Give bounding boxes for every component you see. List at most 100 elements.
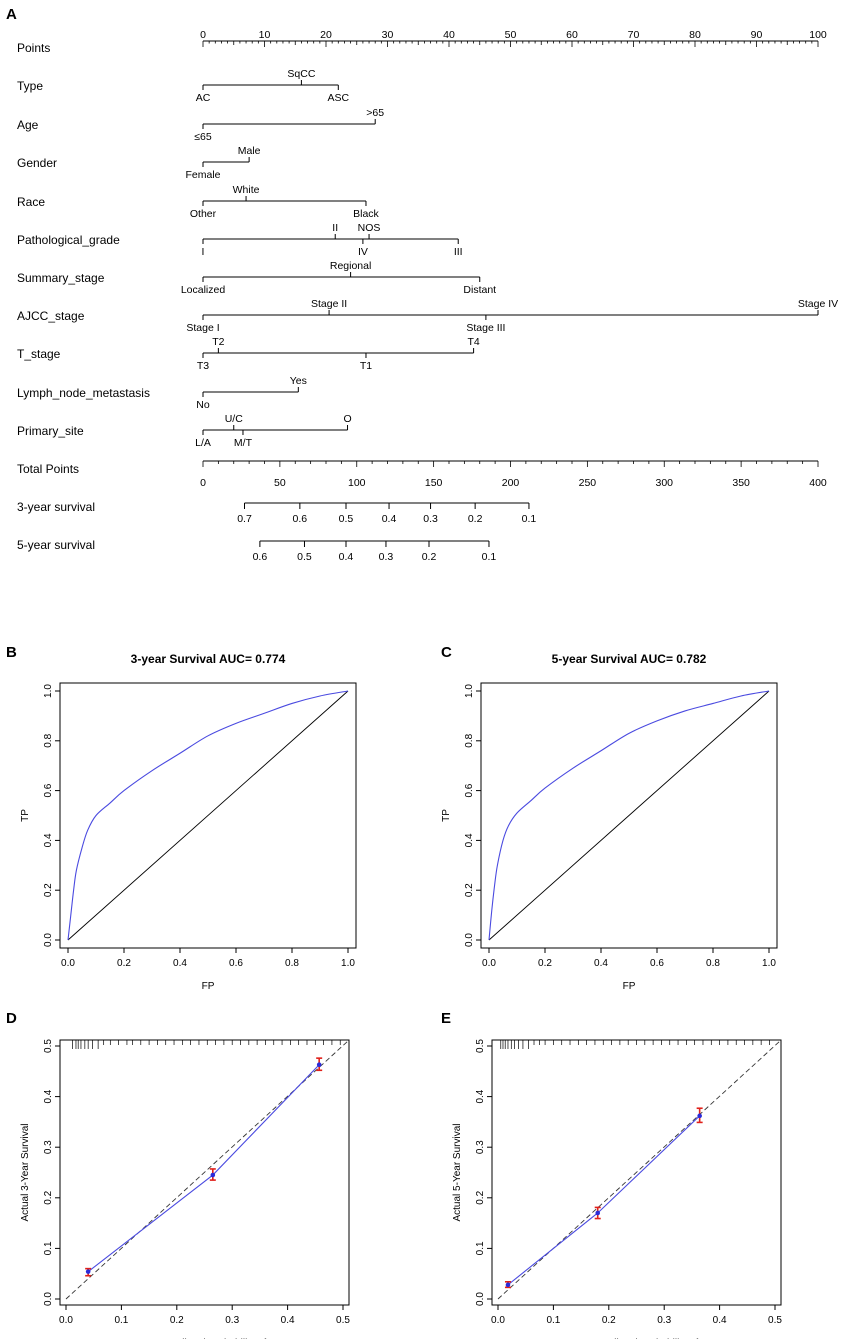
reference-diagonal-line: [67, 690, 349, 941]
roc-chart-5-year: 5-year Survival AUC= 0.782 0.0 0.2 0.4 0.6 0.…: [441, 652, 778, 992]
survival-axis-tick-label: 0.2: [468, 513, 483, 525]
x-tick-label: 0.1: [114, 1315, 128, 1326]
y-tick-label: 0.4: [464, 833, 475, 847]
y-tick-label: 0.3: [475, 1140, 486, 1154]
y-tick-label: 1.0: [464, 684, 475, 698]
calibration-chart-5-year: 0.00.10.20.30.40.50.00.10.20.30.40.5Nomo…: [452, 1039, 782, 1339]
reference-diagonal-line: [488, 690, 770, 941]
x-tick-label: 0.5: [768, 1315, 782, 1326]
variable-label: AJCC_stage: [17, 309, 85, 323]
variable-level-label: Yes: [290, 375, 307, 387]
panel-label-b: B: [6, 644, 17, 661]
plot-frame: [59, 1039, 350, 1306]
variable-level-label: Black: [353, 208, 379, 220]
total-points-tick-label: 200: [502, 477, 520, 489]
points-axis-tick-label: 90: [751, 29, 763, 41]
variable-level-label: Other: [190, 208, 217, 220]
total-points-tick-label: 300: [655, 477, 673, 489]
x-tick-label: 0.0: [61, 958, 75, 969]
points-axis-tick-label: 80: [689, 29, 701, 41]
x-tick-label: 0.3: [225, 1315, 239, 1326]
y-tick-label: 0.0: [43, 933, 54, 947]
x-tick-label: 0.2: [538, 958, 552, 969]
x-tick-label: 0.3: [657, 1315, 671, 1326]
x-tick-label: 0.2: [602, 1315, 616, 1326]
x-tick-label: 1.0: [341, 958, 355, 969]
total-points-tick-label: 100: [348, 477, 366, 489]
x-tick-label: 1.0: [762, 958, 776, 969]
x-tick-label: 0.6: [229, 958, 243, 969]
variable-level-label: L/A: [195, 437, 211, 449]
variable-label: Pathological_grade: [17, 233, 120, 247]
variable-level-label: Stage III: [466, 322, 505, 334]
total-points-tick-label: 250: [579, 477, 597, 489]
panel-label-c: C: [441, 644, 452, 661]
variable-level-label: Localized: [181, 284, 226, 296]
variable-level-label: AC: [196, 92, 211, 104]
survival-axis-tick-label: 0.6: [293, 513, 308, 525]
variable-level-label: IV: [358, 246, 368, 258]
survival-axis-tick-label: 0.4: [339, 551, 354, 563]
x-tick-label: 0.4: [594, 958, 608, 969]
variable-level-label: Male: [238, 145, 261, 157]
variable-label: Lymph_node_metastasis: [17, 386, 150, 400]
variable-level-label: SqCC: [287, 68, 315, 80]
variable-level-label: >65: [366, 107, 384, 119]
variable-level-label: T2: [212, 336, 224, 348]
panel-label-d: D: [6, 1010, 17, 1027]
points-axis-tick-label: 100: [809, 29, 827, 41]
calibration-point: [505, 1282, 511, 1288]
total-points-tick-label: 150: [425, 477, 443, 489]
x-tick-label: 0.8: [706, 958, 720, 969]
x-tick-label: 0.2: [117, 958, 131, 969]
variable-level-label: T4: [467, 336, 479, 348]
x-tick-label: 0.0: [491, 1315, 505, 1326]
survival-axis-tick-label: 0.3: [379, 551, 394, 563]
y-tick-label: 0.1: [475, 1241, 486, 1255]
variable-label: Gender: [17, 156, 57, 170]
plot-frame: [59, 682, 357, 949]
survival-axis-tick-label: 0.3: [423, 513, 438, 525]
survival-axis-tick-label: 0.7: [237, 513, 252, 525]
variable-label: Age: [17, 118, 39, 132]
x-tick-label: 0.0: [59, 1315, 73, 1326]
x-tick-label: 0.2: [170, 1315, 184, 1326]
total-points-tick-label: 50: [274, 477, 286, 489]
points-axis-tick-label: 20: [320, 29, 332, 41]
x-axis-label: FP: [623, 981, 636, 992]
x-axis-label: FP: [202, 981, 215, 992]
variable-level-label: Distant: [463, 284, 496, 296]
variable-level-label: U/C: [225, 413, 244, 425]
survival-axis-tick-label: 0.6: [253, 551, 268, 563]
total-points-tick-label: 350: [732, 477, 750, 489]
variable-level-label: O: [343, 413, 351, 425]
chart-title: 5-year Survival AUC= 0.782: [552, 652, 707, 666]
y-tick-label: 0.8: [43, 733, 54, 747]
calibration-point: [85, 1269, 91, 1274]
panel-label-e: E: [441, 1010, 451, 1027]
variable-level-label: III: [454, 246, 463, 258]
variable-level-label: T1: [360, 360, 372, 372]
points-axis-tick-label: 40: [443, 29, 455, 41]
nomogram-panel-a: Points 0 10 20 30 40 50 60 70 80 90 100 Type AC SqCC AS…: [17, 29, 838, 563]
variable-label: Type: [17, 79, 43, 93]
variable-level-label: Stage IV: [798, 298, 838, 310]
survival-axis-tick-label: 0.1: [482, 551, 497, 563]
points-axis-tick-label: 0: [200, 29, 206, 41]
points-axis-tick-label: 10: [259, 29, 271, 41]
y-tick-label: 0.6: [43, 783, 54, 797]
points-axis-label: Points: [17, 41, 50, 55]
calibration-point: [316, 1062, 322, 1068]
survival-axis-label: 3-year survival: [17, 500, 95, 514]
chart-title: 3-year Survival AUC= 0.774: [131, 652, 286, 666]
variable-level-label: ASC: [328, 92, 350, 104]
points-axis-tick-label: 60: [566, 29, 578, 41]
variable-level-label: NOS: [358, 222, 381, 234]
points-axis-tick-label: 50: [505, 29, 517, 41]
y-tick-label: 1.0: [43, 684, 54, 698]
variable-level-label: Stage II: [311, 298, 347, 310]
y-tick-label: 0.6: [464, 783, 475, 797]
calibration-point: [595, 1210, 601, 1216]
variable-level-label: White: [233, 184, 260, 196]
x-tick-label: 0.1: [546, 1315, 560, 1326]
